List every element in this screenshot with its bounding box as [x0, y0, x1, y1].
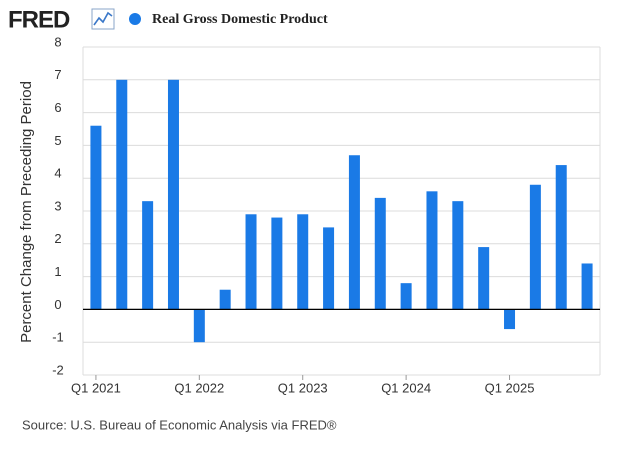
bar: [529, 184, 541, 310]
y-tick-label: 6: [54, 100, 61, 115]
y-tick-label: 1: [54, 264, 61, 279]
x-tick-label: Q1 2025: [485, 380, 535, 395]
bar: [271, 217, 283, 310]
bar: [555, 165, 567, 310]
y-axis-label: Percent Change from Preceding Period: [18, 81, 35, 343]
y-tick-label: 4: [54, 166, 61, 181]
bar: [90, 125, 102, 310]
bar: [374, 197, 386, 310]
y-tick-label: 5: [54, 133, 61, 148]
bar: [504, 309, 516, 330]
bar: [245, 214, 257, 310]
y-tick-label: 2: [54, 231, 61, 246]
y-tick-label: 7: [54, 67, 61, 82]
logo-icon: [91, 8, 115, 30]
bar: [581, 263, 593, 310]
bar: [219, 289, 231, 310]
bar: [142, 201, 154, 310]
y-tick-label: -2: [52, 362, 64, 377]
bar: [116, 79, 128, 310]
bar: [400, 283, 412, 310]
bar: [193, 309, 205, 343]
y-tick-label: 8: [54, 34, 61, 49]
bar: [426, 191, 438, 310]
y-tick-label: 3: [54, 198, 61, 213]
x-tick-label: Q1 2023: [278, 380, 328, 395]
logo: FRED: [8, 6, 70, 33]
bar: [297, 214, 309, 310]
source: Source: U.S. Bureau of Economic Analysis…: [22, 417, 337, 432]
y-tick-label: -1: [52, 330, 64, 345]
bar: [167, 79, 179, 310]
x-tick-label: Q1 2024: [381, 380, 431, 395]
bar: [323, 227, 335, 310]
bar: [348, 155, 360, 310]
x-tick-label: Q1 2022: [174, 380, 224, 395]
bar: [452, 201, 464, 310]
legend-label: Real Gross Domestic Product: [152, 12, 328, 27]
x-tick-label: Q1 2021: [71, 380, 121, 395]
y-tick-label: 0: [54, 297, 61, 312]
bar: [478, 247, 490, 310]
legend-marker: [129, 13, 141, 25]
